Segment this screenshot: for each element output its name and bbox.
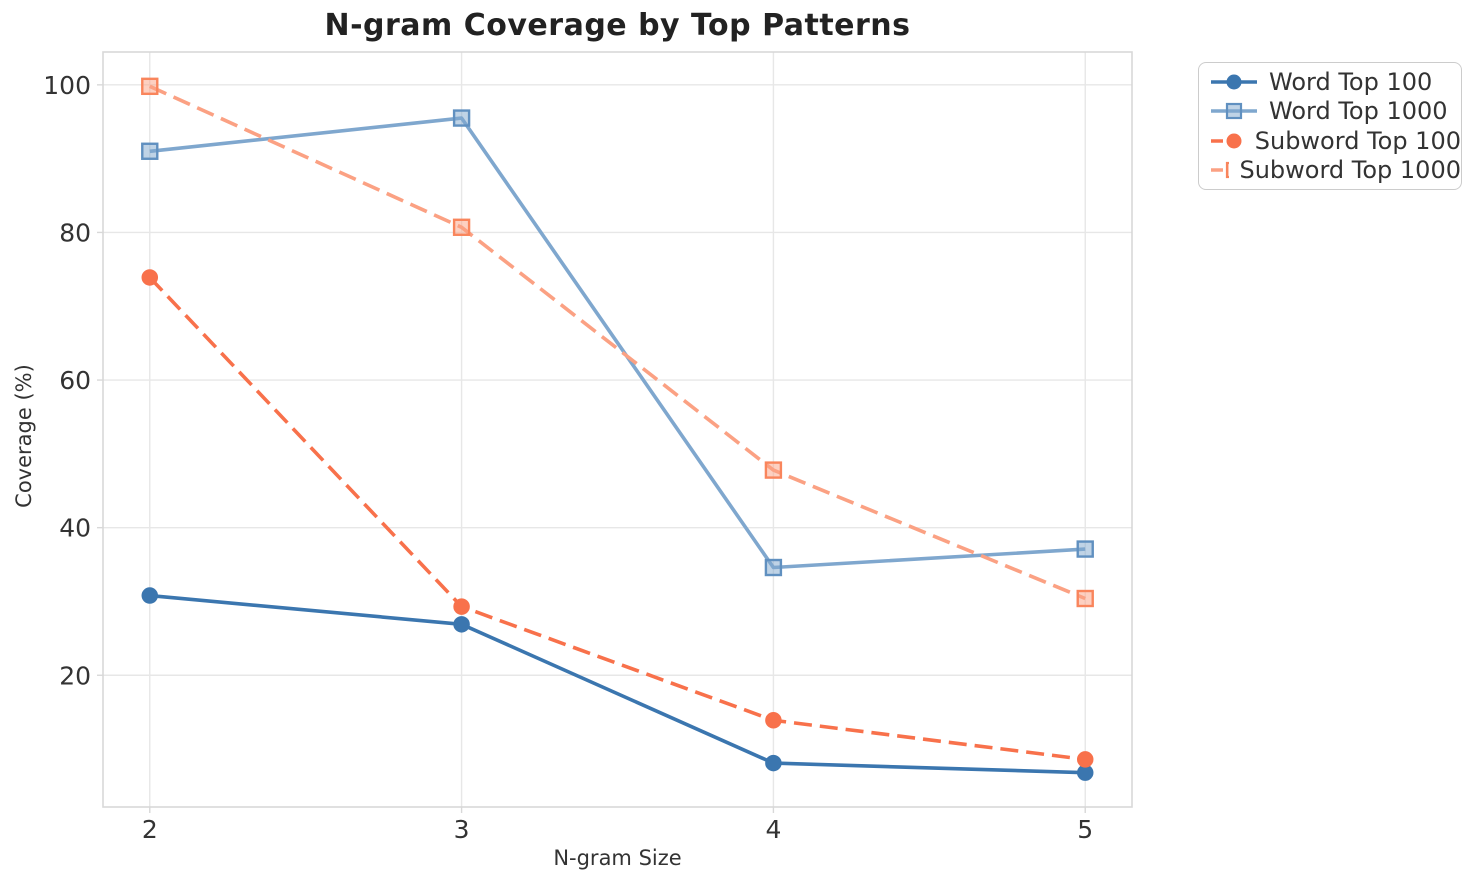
legend-swatch-square-icon (1211, 103, 1257, 120)
legend-label: Word Top 1000 (1269, 97, 1448, 126)
data-point-marker-circle (1076, 751, 1094, 768)
x-tick-label: 5 (1077, 815, 1093, 844)
data-point-marker-circle (765, 754, 782, 772)
legend-label: Word Top 100 (1269, 67, 1433, 96)
data-point-marker-square (1076, 589, 1094, 608)
y-tick-label: 80 (59, 218, 91, 247)
data-point-marker-circle (765, 712, 782, 729)
legend-label: Subword Top 100 (1254, 126, 1461, 155)
y-axis-label: Coverage (%) (12, 364, 36, 508)
legend-swatch-square-icon (1211, 162, 1230, 179)
legend-swatch-circle-icon (1211, 74, 1257, 90)
data-point-marker-square (764, 461, 783, 479)
x-tick-label: 3 (454, 815, 470, 844)
y-tick-label: 60 (59, 366, 91, 395)
legend-item-word-top-1000: Word Top 1000 (1209, 97, 1461, 125)
series-line-subword-top-1000 (149, 84, 1086, 601)
data-point-marker-square (452, 109, 471, 127)
data-point-marker-square (141, 142, 159, 160)
y-tick-label: 20 (59, 661, 91, 690)
legend-item-word-top-100: Word Top 100 (1209, 68, 1461, 96)
data-point-marker-circle (141, 269, 159, 286)
legend-item-subword-top-100: Subword Top 100 (1209, 127, 1461, 155)
x-tick-label: 2 (142, 815, 158, 844)
data-point-marker-square (764, 558, 783, 577)
x-tick-label: 4 (765, 815, 781, 844)
data-point-marker-square (141, 77, 159, 96)
data-point-marker-circle (141, 587, 159, 604)
chart-title: N-gram Coverage by Top Patterns (324, 8, 911, 43)
legend: Word Top 100 Word Top 1000 Subword Top 100… (1198, 62, 1462, 190)
y-tick-label: 40 (59, 514, 91, 543)
data-point-marker-circle (453, 598, 470, 615)
data-point-marker-square (452, 218, 471, 236)
legend-item-subword-top-1000: Subword Top 1000 (1209, 156, 1461, 184)
series-line-word-top-1000 (149, 116, 1086, 570)
legend-swatch-circle-icon (1211, 133, 1245, 149)
y-tick-label: 100 (43, 71, 91, 100)
series-line-subword-top-100 (148, 276, 1086, 762)
plot-border (102, 51, 1133, 808)
x-axis-label: N-gram Size (553, 846, 682, 870)
legend-label: Subword Top 1000 (1239, 156, 1461, 185)
data-point-marker-circle (453, 616, 470, 633)
data-point-marker-square (1076, 540, 1094, 558)
series-line-word-top-100 (149, 593, 1086, 775)
